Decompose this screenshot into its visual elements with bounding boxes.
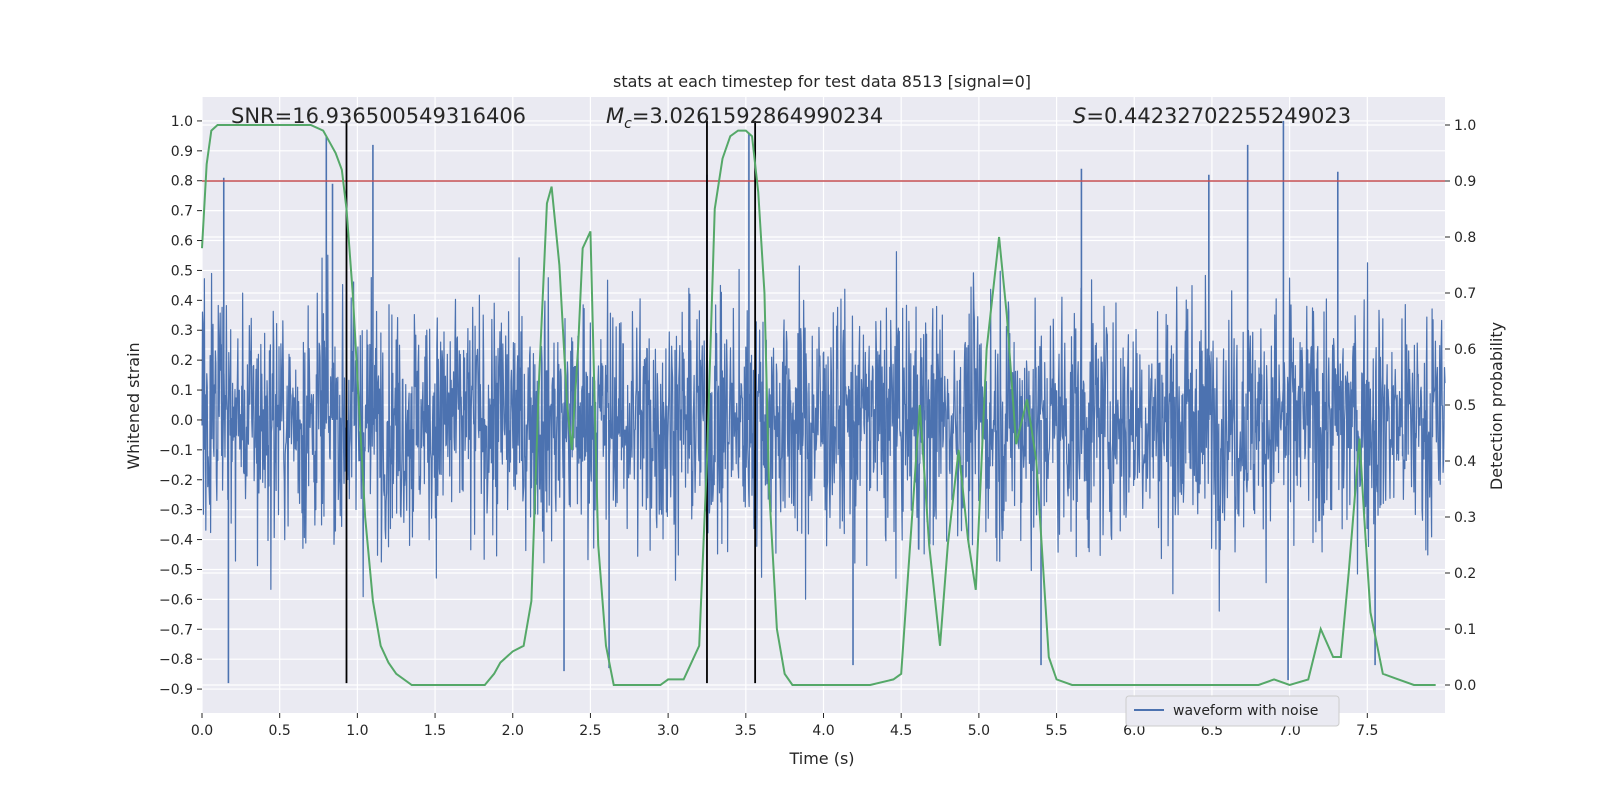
y-right-tick-label-5: 0.5 [1454,398,1476,414]
x-tick-label-4: 2.0 [502,723,524,739]
x-tick-label-11: 5.5 [1045,723,1067,739]
y-left-tick-label-16: 0.7 [171,204,193,220]
x-tick-label-1: 0.5 [269,723,291,739]
y-right-tick-label-3: 0.3 [1454,510,1476,526]
x-axis-label: Time (s) [788,749,854,768]
s-symbol: S [1073,104,1086,128]
y-left-tick-label-15: 0.6 [171,234,193,250]
x-tick-label-10: 5.0 [968,723,990,739]
x-tick-label-15: 7.5 [1356,723,1378,739]
grid-layer [201,97,1445,713]
y-right-tick-label-2: 0.2 [1454,566,1476,582]
y-left-tick-label-19: 1.0 [171,114,193,130]
y-left-tick-label-9: 0.0 [171,413,193,429]
legend-box [1125,695,1340,727]
y-right-tick-label-0: 0.0 [1454,678,1476,694]
x-tick-label-12: 6.0 [1123,723,1145,739]
legend-label-waveform: waveform with noise [1173,703,1318,719]
y-left-tick-label-4: −0.5 [159,562,193,578]
y-left-tick-label-6: −0.3 [159,503,193,519]
x-tick-label-9: 4.5 [890,723,912,739]
y-left-tick-label-1: −0.8 [159,652,193,668]
legend: waveform with noise [1125,695,1340,727]
x-tick-label-6: 3.0 [657,723,679,739]
snr-annotation: SNR=16.936500549316406 [231,104,526,128]
y-left-tick-label-8: −0.1 [159,443,193,459]
y-right-tick-label-10: 1.0 [1454,118,1476,134]
y-left-tick-label-7: −0.2 [159,473,193,489]
x-tick-label-2: 1.0 [346,723,368,739]
chirp-mass-annotation: Mc=3.0261592864990234 [606,104,883,132]
s-value: =0.44232702255249023 [1086,104,1351,128]
y-left-tick-label-17: 0.8 [171,174,193,190]
y-left-tick-label-18: 0.9 [171,144,193,160]
y-right-tick-label-8: 0.8 [1454,230,1476,246]
x-tick-label-14: 7.0 [1278,723,1300,739]
y-right-tick-label-1: 0.1 [1454,622,1476,638]
y-left-tick-label-11: 0.2 [171,353,193,369]
x-tick-label-0: 0.0 [191,723,213,739]
chart-title: stats at each timestep for test data 851… [613,72,1031,91]
y-right-tick-label-4: 0.4 [1454,454,1476,470]
y-left-tick-label-0: −0.9 [159,682,193,698]
y-left-tick-label-2: −0.7 [159,622,193,638]
probability-line [201,124,1436,687]
x-tick-label-13: 6.5 [1201,723,1223,739]
y-left-tick-label-5: −0.4 [159,533,193,549]
x-tick-label-7: 3.5 [735,723,757,739]
axes-layer: 0.0 0.5 1.0 1.5 2.0 2.5 3.0 3.5 4.0 4.5 5.0 5.5 6.0 6… [159,114,1476,739]
y-left-tick-label-13: 0.4 [171,293,193,309]
y-left-tick-label-10: 0.1 [171,383,193,399]
y-right-tick-label-7: 0.7 [1454,286,1476,302]
y-left-tick-label-12: 0.3 [171,323,193,339]
chirp-mass-subscript: c [624,116,632,132]
y-right-tick-label-9: 0.9 [1454,174,1476,190]
chirp-mass-value: =3.0261592864990234 [632,104,883,128]
y-left-tick-label-3: −0.6 [159,592,193,608]
x-tick-label-8: 4.0 [812,723,834,739]
y-left-tick-label-14: 0.5 [171,263,193,279]
waveform-line [201,251,1446,612]
x-tick-label-5: 2.5 [579,723,601,739]
probability-series [201,124,1436,687]
x-tick-label-3: 1.5 [424,723,446,739]
y-axis-label-left: Whitened strain [124,342,143,469]
s-annotation: S=0.44232702255249023 [1073,104,1351,128]
y-axis-label-right: Detection probability [1487,322,1506,490]
y-right-tick-label-6: 0.6 [1454,342,1476,358]
chirp-mass-symbol: M [606,104,624,128]
